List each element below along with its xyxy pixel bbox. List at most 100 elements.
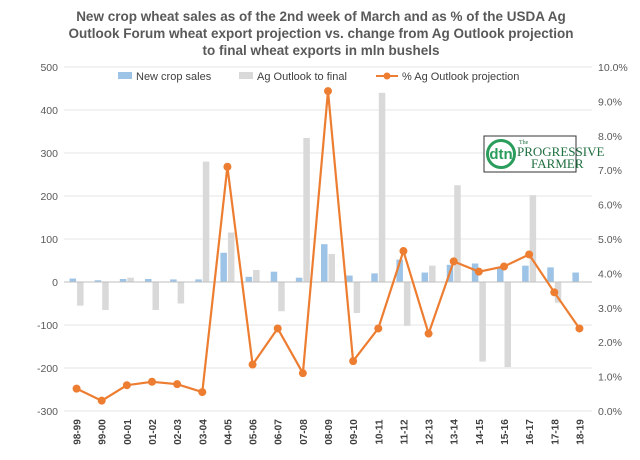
logo-progressive-text: PROGRESSIVE <box>517 144 604 159</box>
pct-projection-point <box>474 267 483 276</box>
ag-outlook-to-final-bar <box>504 282 511 368</box>
left-tick-label: 0 <box>52 277 58 289</box>
new-crop-sales-bar <box>295 277 303 282</box>
new-crop-sales-bar <box>421 272 429 282</box>
ag-outlook-to-final-bar <box>278 282 285 312</box>
x-tick-label: 01-02 <box>148 419 159 445</box>
ag-outlook-to-final-bar <box>328 254 335 282</box>
new-crop-sales-bar <box>371 273 378 282</box>
chart-title-line-2: Outlook Forum wheat export projection vs… <box>68 26 573 41</box>
new-crop-sales-bar <box>346 275 353 282</box>
ag-outlook-to-final-bar <box>403 282 411 326</box>
logo-farmer-text: FARMER <box>531 156 584 171</box>
new-crop-sales-bar <box>572 272 579 282</box>
pct-projection-point <box>198 388 207 397</box>
ag-outlook-to-final-bar <box>529 195 537 282</box>
x-tick-label: 07-08 <box>299 419 310 445</box>
pct-projection-point <box>399 247 408 256</box>
ag-outlook-to-final-bar <box>454 185 461 282</box>
pct-projection-point <box>97 396 106 405</box>
x-tick-label: 98-99 <box>73 419 84 445</box>
ag-outlook-to-final-bar <box>177 282 185 304</box>
x-tick-label: 05-06 <box>249 419 260 445</box>
new-crop-sales-bar <box>220 252 227 282</box>
new-crop-sales-bar <box>119 278 127 282</box>
x-tick-label: 09-10 <box>349 419 360 445</box>
dtn-progressive-farmer-logo: dtn The PROGRESSIVE FARMER <box>483 135 604 173</box>
pct-projection-point <box>122 381 131 390</box>
pct-projection-point <box>173 380 182 389</box>
ag-outlook-to-final-bar <box>227 232 235 282</box>
ag-outlook-to-final-bar <box>353 282 361 313</box>
ag-outlook-to-final-bar <box>429 265 436 282</box>
pct-projection-point <box>550 288 559 297</box>
new-crop-sales-bar <box>69 278 77 282</box>
legend-swatch-ag-outlook-to-final <box>239 72 253 79</box>
new-crop-sales-bar <box>145 278 152 282</box>
right-tick-label: 2.0% <box>598 337 622 349</box>
right-tick-label: 9.0% <box>598 96 622 108</box>
new-crop-sales-bar <box>497 267 504 282</box>
pct-ag-outlook-projection-line <box>72 87 584 405</box>
x-tick-label: 03-04 <box>198 419 209 445</box>
new-crop-sales-bar <box>547 267 554 282</box>
left-tick-label: 400 <box>40 105 58 117</box>
x-tick-label: 06-07 <box>274 419 285 445</box>
pct-projection-point <box>148 377 156 386</box>
right-axis-ticks: 0.0% 1.0% 2.0% 3.0% 4.0% 5.0% 6.0% 7.0% 8.0% 9.0%… <box>598 62 628 418</box>
new-crop-sales-bar <box>245 276 253 282</box>
pct-projection-point <box>374 324 383 333</box>
chart-title-line-1: New crop wheat sales as of the 2nd week … <box>76 9 566 24</box>
pct-projection-point <box>72 384 81 393</box>
right-tick-label: 5.0% <box>598 234 622 246</box>
ag-outlook-to-final-bar <box>378 92 386 282</box>
right-tick-label: 0.0% <box>598 406 622 418</box>
new-crop-sales-bar <box>170 279 177 282</box>
ag-outlook-to-final-bar <box>127 277 134 282</box>
legend: New crop sales Ag Outlook to final % Ag … <box>118 71 519 83</box>
left-tick-label: -200 <box>37 363 58 375</box>
right-tick-label: 4.0% <box>598 268 622 280</box>
legend-label-new-crop-sales: New crop sales <box>136 71 212 83</box>
pct-projection-point <box>223 162 232 171</box>
ag-outlook-to-final-bar <box>102 282 109 310</box>
left-axis-ticks: -300 -200 -100 0 100 200 300 400 500 <box>37 62 58 418</box>
legend-label-ag-outlook-to-final: Ag Outlook to final <box>257 71 347 83</box>
x-tick-label: 12-13 <box>425 419 436 445</box>
pct-projection-point <box>273 324 282 333</box>
right-tick-label: 10.0% <box>598 62 628 74</box>
pct-projection-point <box>525 250 534 259</box>
ag-outlook-to-final-bar <box>303 137 310 282</box>
x-tick-label: 15-16 <box>500 419 511 445</box>
x-tick-label: 13-14 <box>450 419 461 445</box>
legend-label-pct-projection: % Ag Outlook projection <box>402 71 519 83</box>
legend-swatch-new-crop-sales <box>118 72 132 79</box>
x-tick-label: 16-17 <box>525 419 536 445</box>
pct-projection-point <box>449 257 458 266</box>
right-tick-label: 7.0% <box>598 165 622 177</box>
new-crop-sales-bar <box>270 271 278 282</box>
logo-circle-icon <box>486 139 516 169</box>
right-tick-label: 1.0% <box>598 372 622 384</box>
new-crop-sales-bar <box>195 279 202 282</box>
pct-projection-point <box>424 329 433 338</box>
ag-outlook-to-final-bar <box>77 282 84 306</box>
x-tick-label: 18-19 <box>575 419 586 445</box>
logo-the-text: The <box>519 140 529 146</box>
right-tick-label: 6.0% <box>598 200 622 212</box>
x-tick-label: 17-18 <box>550 419 561 445</box>
chart-title-line-3: to final wheat exports in mln bushels <box>202 43 439 58</box>
ag-outlook-to-final-bars <box>77 92 562 368</box>
left-tick-label: 500 <box>40 62 58 74</box>
new-crop-sales-bar <box>94 280 102 282</box>
x-tick-label: 04-05 <box>223 419 234 445</box>
left-tick-label: -300 <box>37 406 58 418</box>
pct-projection-point <box>298 369 307 378</box>
pct-projection-point <box>575 324 584 333</box>
logo-dtn-text: dtn <box>489 146 512 163</box>
legend-marker-pct-projection <box>383 72 391 80</box>
left-tick-label: -100 <box>37 320 58 332</box>
ag-outlook-to-final-bar <box>253 269 260 282</box>
